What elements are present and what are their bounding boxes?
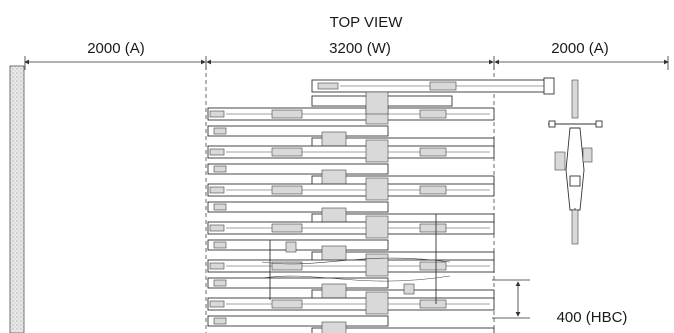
bike-rack (207, 253, 495, 305)
bike-rack (207, 177, 495, 229)
dimension-lines (24, 56, 669, 70)
bike-racks (207, 101, 495, 333)
bike-rack (207, 291, 495, 333)
drawing-title: TOP VIEW (330, 14, 404, 31)
wall (9, 65, 25, 333)
dimension-right-label: 2000 (A) (551, 40, 609, 57)
spacing-dimension (492, 279, 530, 319)
bike-rack (207, 215, 495, 267)
dimension-left-label: 2000 (A) (87, 40, 145, 57)
bicycle-top-view (548, 79, 603, 245)
dimension-center-label: 3200 (W) (329, 40, 391, 57)
extended-rack (311, 77, 555, 115)
spacing-label: 400 (HBC) (557, 309, 628, 326)
bike-rack (207, 101, 495, 153)
bike-rack (207, 139, 495, 191)
crossing-bike-detail (261, 214, 451, 304)
